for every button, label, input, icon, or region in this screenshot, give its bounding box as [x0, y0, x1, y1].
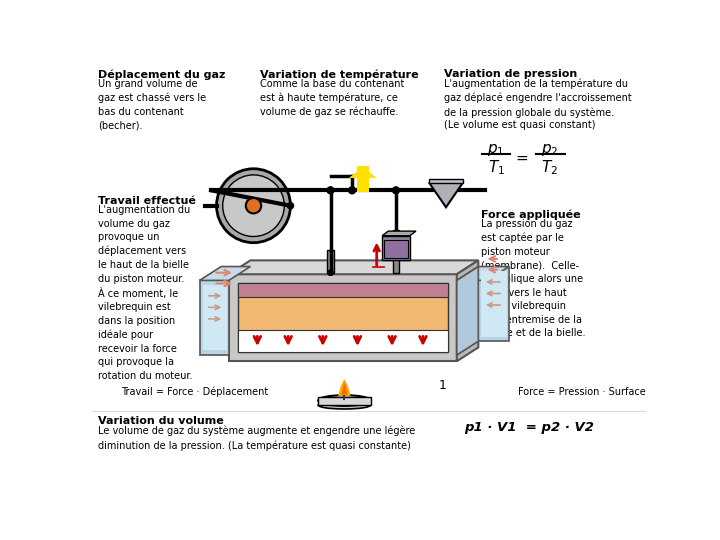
Circle shape	[246, 198, 261, 213]
Text: $p_1$: $p_1$	[487, 142, 505, 158]
Text: 1: 1	[438, 379, 446, 392]
Circle shape	[392, 187, 400, 194]
Bar	[318, 397, 371, 405]
Circle shape	[348, 187, 356, 194]
Circle shape	[217, 169, 290, 242]
Text: Comme la base du contenant
est à haute température, ce
volume de gaz se réchauff: Comme la base du contenant est à haute t…	[260, 79, 404, 117]
Polygon shape	[349, 166, 377, 178]
Text: Variation de pression: Variation de pression	[444, 70, 577, 79]
Text: =: =	[515, 151, 528, 166]
Polygon shape	[456, 260, 478, 361]
Text: p1 · V1  = p2 · V2: p1 · V1 = p2 · V2	[464, 421, 594, 434]
Text: $T_2$: $T_2$	[541, 159, 559, 178]
Circle shape	[327, 187, 334, 194]
Text: $T_1$: $T_1$	[487, 159, 505, 178]
Bar	[393, 231, 399, 273]
Polygon shape	[229, 274, 456, 361]
Polygon shape	[429, 179, 463, 183]
Text: (Le volume est quasi constant): (Le volume est quasi constant)	[444, 120, 596, 130]
Circle shape	[328, 270, 333, 275]
Circle shape	[222, 175, 284, 237]
Text: Déplacement du gaz: Déplacement du gaz	[98, 70, 225, 80]
Text: $p_2$: $p_2$	[541, 142, 559, 158]
Polygon shape	[229, 260, 478, 274]
Polygon shape	[238, 284, 448, 352]
Text: La pression du gaz
est captée par le
piston moteur
(membrane).  Celle-
ci appliq: La pression du gaz est captée par le pis…	[482, 219, 586, 339]
Polygon shape	[203, 285, 228, 350]
Text: L'augmentation de la température du
gaz déplacé engendre l'accroissement
de la p: L'augmentation de la température du gaz …	[444, 79, 632, 118]
Polygon shape	[338, 379, 351, 396]
Polygon shape	[382, 231, 416, 236]
Text: Force appliquée: Force appliquée	[482, 210, 581, 220]
Polygon shape	[384, 240, 408, 258]
Circle shape	[287, 202, 294, 209]
Polygon shape	[199, 267, 251, 280]
Polygon shape	[478, 267, 509, 341]
Polygon shape	[341, 382, 348, 394]
Ellipse shape	[318, 401, 371, 409]
Polygon shape	[382, 236, 410, 260]
Text: Force = Pression · Surface: Force = Pression · Surface	[518, 387, 645, 397]
Polygon shape	[238, 284, 448, 298]
Polygon shape	[199, 280, 229, 355]
Bar	[356, 166, 369, 192]
Text: Le volume de gaz du système augmente et engendre une légère
diminution de la pre: Le volume de gaz du système augmente et …	[98, 426, 415, 451]
Text: Travail effectué: Travail effectué	[98, 195, 196, 206]
Polygon shape	[429, 183, 463, 207]
Text: Un grand volume de
gaz est chassé vers le
bas du contenant
(becher).: Un grand volume de gaz est chassé vers l…	[98, 79, 206, 130]
Text: Variation de température: Variation de température	[260, 70, 418, 80]
Text: Travail = Force · Déplacement: Travail = Force · Déplacement	[121, 387, 269, 397]
Ellipse shape	[318, 395, 371, 406]
Polygon shape	[238, 330, 448, 352]
Polygon shape	[456, 267, 509, 280]
Polygon shape	[456, 267, 478, 355]
Bar	[328, 249, 333, 273]
Text: L'augmentation du
volume du gaz
provoque un
déplacement vers
le haut de la biell: L'augmentation du volume du gaz provoque…	[98, 205, 192, 381]
Text: Variation du volume: Variation du volume	[98, 416, 224, 426]
Polygon shape	[481, 271, 507, 336]
